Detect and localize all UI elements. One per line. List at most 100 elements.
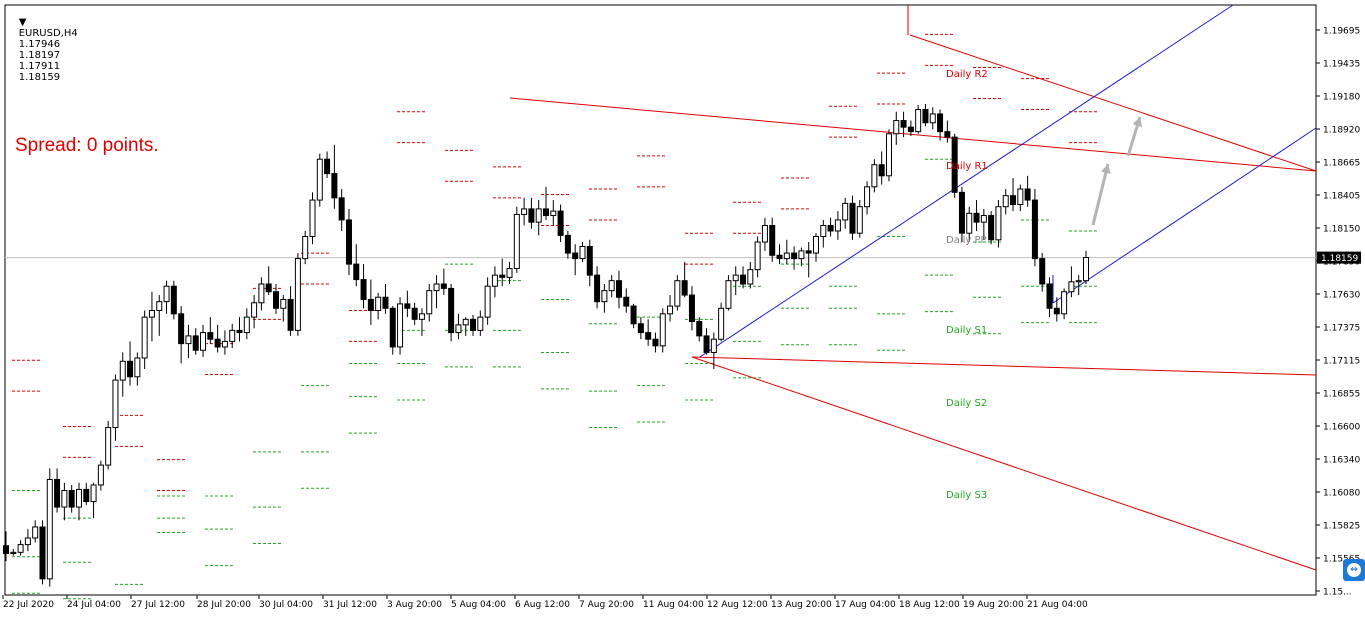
- x-tick-label: 18 Aug 12:00: [899, 600, 960, 610]
- candle-body: [521, 208, 528, 215]
- candle-body: [951, 136, 958, 193]
- candle-body: [718, 307, 725, 340]
- candle-body: [885, 133, 892, 177]
- current-price-box: [1317, 251, 1361, 264]
- candle-body: [1024, 188, 1031, 201]
- candle-body: [922, 109, 929, 124]
- candle-body: [842, 202, 849, 221]
- candle-body: [740, 274, 747, 285]
- plot-frame: [4, 4, 1317, 596]
- candle-body: [375, 296, 382, 311]
- dropdown-triangle-icon[interactable]: ▼: [18, 17, 27, 28]
- candle-body: [878, 164, 885, 177]
- x-tick-label: 27 Jul 12:00: [131, 600, 185, 610]
- candle-body: [404, 303, 411, 309]
- candle-body: [681, 280, 688, 296]
- candle-body: [907, 126, 914, 133]
- candle-body: [754, 241, 761, 271]
- candle-body: [572, 252, 579, 260]
- candle-body: [389, 307, 396, 348]
- candle-body: [513, 213, 520, 270]
- candle-body: [163, 285, 170, 303]
- candle-body: [1039, 258, 1046, 285]
- x-tick-label: 6 Aug 12:00: [515, 600, 570, 610]
- candle-body: [105, 427, 112, 466]
- pivot-label-s3: Daily S3: [946, 490, 987, 501]
- candle-body: [637, 323, 644, 334]
- candle-body: [944, 131, 951, 138]
- candle-body: [528, 208, 535, 223]
- forecast-arrow-head: [1100, 164, 1111, 174]
- candle-body: [134, 357, 141, 378]
- teamviewer-icon[interactable]: [1343, 559, 1365, 581]
- x-tick-label: 5 Aug 04:00: [451, 600, 506, 610]
- candle-body: [382, 296, 389, 309]
- candle-body: [769, 224, 776, 256]
- candle-body: [1053, 307, 1060, 315]
- candle-body: [418, 313, 425, 320]
- candle-body: [1010, 195, 1017, 205]
- candle-body: [112, 379, 119, 429]
- x-tick-label: 12 Aug 12:00: [707, 600, 768, 610]
- candle-body: [360, 279, 367, 300]
- y-tick-label: 1.17630: [1323, 291, 1360, 301]
- candle-body: [747, 269, 754, 285]
- candle-body: [864, 186, 871, 208]
- candle-body: [411, 307, 418, 320]
- y-tick-label: 1.18150: [1323, 225, 1360, 235]
- candle-body: [1002, 195, 1009, 208]
- ohlc-close: 1.18159: [18, 72, 61, 83]
- candle-body: [324, 158, 331, 175]
- candle-body: [696, 321, 703, 337]
- candle-body: [761, 224, 768, 243]
- candle-body: [236, 329, 243, 334]
- candle-body: [338, 197, 345, 221]
- candle-body: [258, 283, 265, 304]
- candle-body: [988, 215, 995, 241]
- candle-body: [594, 274, 601, 303]
- candle-body: [97, 464, 104, 486]
- candle-body: [309, 199, 316, 238]
- candle-body: [995, 206, 1002, 241]
- pivot-label-pp: Daily PP: [946, 235, 987, 246]
- candle-body: [652, 338, 659, 347]
- candle-body: [287, 298, 294, 331]
- candle-body: [564, 234, 571, 254]
- candle-body: [535, 208, 542, 223]
- candle-body: [608, 280, 615, 292]
- teamviewer-arrow-glyph: ↔: [1350, 565, 1358, 575]
- x-tick-label: 13 Aug 20:00: [771, 600, 832, 610]
- candle-body: [900, 120, 907, 128]
- candle-body: [659, 313, 666, 347]
- candle-body: [229, 329, 236, 342]
- ohlc-high: 1.18197: [18, 50, 61, 61]
- candle-body: [294, 258, 301, 331]
- candle-body: [630, 305, 637, 325]
- candle-body: [1083, 256, 1089, 282]
- candle-body: [929, 113, 936, 124]
- channel-line-red: [909, 34, 1317, 172]
- candle-body: [214, 338, 221, 348]
- y-tick-label: 1.16855: [1323, 390, 1360, 400]
- y-tick-label: 1.18920: [1323, 126, 1360, 136]
- candle-body: [265, 283, 272, 293]
- candle-body: [710, 338, 717, 353]
- candle-body: [448, 287, 455, 334]
- candle-body: [3, 545, 9, 554]
- candle-body: [192, 335, 199, 351]
- candle-body: [667, 305, 674, 315]
- y-tick-label: 1.17375: [1323, 324, 1360, 334]
- candle-body: [1017, 188, 1024, 205]
- candle-body: [367, 298, 374, 312]
- x-tick-label: 19 Aug 20:00: [963, 600, 1024, 610]
- candle-body: [499, 274, 506, 278]
- candle-body: [331, 173, 338, 199]
- channel-line-blue: [699, 4, 1234, 358]
- y-tick-label: 1.18665: [1323, 159, 1360, 169]
- channel-line-red: [691, 356, 1317, 571]
- candle-body: [17, 544, 24, 553]
- x-tick-label: 11 Aug 04:00: [643, 600, 704, 610]
- candle-body: [200, 332, 207, 351]
